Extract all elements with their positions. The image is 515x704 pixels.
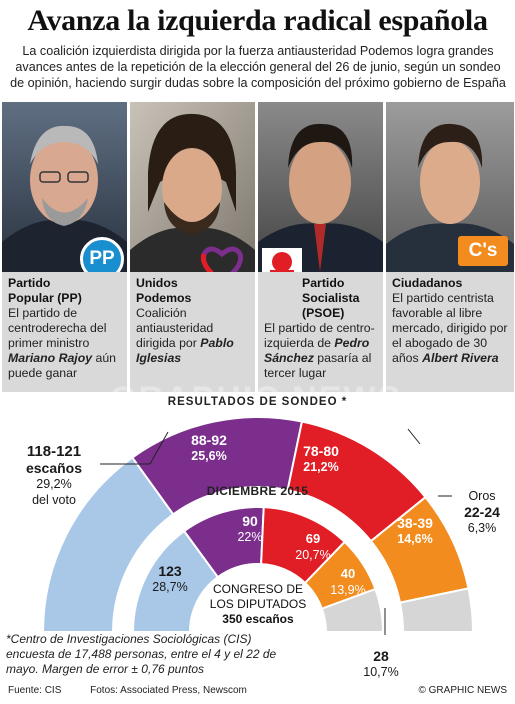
otros-seats: 22-24 xyxy=(464,504,500,520)
watermark: GRAPHIC NEWS xyxy=(110,380,403,418)
otros-word: Oros xyxy=(468,489,496,503)
party-panel-psoe: Partido Socialista (PSOE) El partido de … xyxy=(258,102,383,392)
party-panel-cs: C's Ciudadanos El partido centrista favo… xyxy=(386,102,514,392)
label-psoe-poll: 78-80 21,2% xyxy=(286,443,356,475)
results-title: RESULTADOS DE SONDEO * xyxy=(167,396,348,408)
dec-pod-seats: 69 xyxy=(305,531,321,546)
page-subtitle: La coalición izquierdista dirigida por l… xyxy=(10,44,506,90)
iglesias-photo xyxy=(130,102,255,272)
up-seats: 88-92 xyxy=(191,432,227,448)
label-pod-dec: 69 20,7% xyxy=(283,531,343,563)
congreso-seats: 350 escaños xyxy=(222,612,294,626)
label-pp-poll: 118-121 escaños 29,2% del voto xyxy=(6,444,102,508)
congreso-line1: CONGRESO DE xyxy=(212,582,303,596)
page-title: Avanza la izquierda radical española xyxy=(27,4,488,37)
otros-pct: 6,3% xyxy=(467,521,497,535)
cs-seats: 38-39 xyxy=(397,515,433,531)
cs-text: Ciudadanos El partido centrista favorabl… xyxy=(386,272,514,392)
label-cs-poll: 38-39 14,6% xyxy=(380,515,450,547)
seat-arcs-chart xyxy=(41,416,475,635)
leader-line-2 xyxy=(407,428,421,445)
leader-line-1 xyxy=(149,431,169,465)
psoe-text: Partido Socialista (PSOE) El partido de … xyxy=(258,272,383,392)
party-panels: PP Partido Popular (PP) El partido de ce… xyxy=(0,102,515,392)
dec-pod-pct: 20,7% xyxy=(295,548,331,562)
label-up-poll: 88-92 25,6% xyxy=(174,432,244,464)
arc-poll-otros xyxy=(398,587,475,633)
pp-name-line1: Partido xyxy=(8,276,51,290)
psoe-seats: 78-80 xyxy=(303,443,339,459)
photo-credit: Fotos: Associated Press, Newscom xyxy=(90,685,247,696)
label-pp-dec: 123 28,7% xyxy=(138,563,202,595)
psoe-name-line2: Socialista (PSOE) xyxy=(302,291,360,320)
label-psoe-dec: 90 22% xyxy=(222,513,278,545)
pp-vote: 29,2% xyxy=(36,477,72,491)
dec-otros-seats: 28 xyxy=(373,648,389,664)
cs-pct: 14,6% xyxy=(397,532,433,546)
pp-text: Partido Popular (PP) El partido de centr… xyxy=(2,272,127,392)
cs-description: El partido centrista favorable al libre … xyxy=(392,291,508,365)
congreso-label: CONGRESO DE LOS DIPUTADOS 350 escaños xyxy=(188,582,328,627)
dec-psoe-pct: 22% xyxy=(237,530,263,544)
party-panel-pp: PP Partido Popular (PP) El partido de ce… xyxy=(2,102,127,392)
podemos-name-line1: Unidos xyxy=(136,276,178,290)
up-pct: 25,6% xyxy=(191,449,227,463)
dec-pp-pct: 28,7% xyxy=(152,580,188,594)
podemos-description: Coalición antiausteridad dirigida por Pa… xyxy=(136,306,234,365)
dec-psoe-seats: 90 xyxy=(242,513,258,529)
label-otros-dec: 28 10,7% xyxy=(356,648,406,680)
december-title: DICIEMBRE 2015 xyxy=(206,484,309,498)
dec-pp-seats: 123 xyxy=(158,563,182,579)
psoe-name-line1: Partido xyxy=(302,276,345,290)
dec-cs-seats: 40 xyxy=(340,566,356,581)
psoe-pct: 21,2% xyxy=(303,460,339,474)
party-panel-podemos: Unidos Podemos Coalición antiausteridad … xyxy=(130,102,255,392)
rivera-photo xyxy=(386,102,514,272)
copyright: © GRAPHIC NEWS xyxy=(418,685,508,696)
pp-seats-word: escaños xyxy=(25,460,83,476)
arc-dec2015-otros xyxy=(320,587,385,633)
source-credit: Fuente: CIS xyxy=(8,685,62,696)
dec-cs-pct: 13,9% xyxy=(330,583,366,597)
pp-seats: 118-121 xyxy=(26,443,82,460)
pp-description: El partido de centroderecha del primer m… xyxy=(8,306,116,380)
pp-name-line2: Popular (PP) xyxy=(8,291,82,305)
podemos-text: Unidos Podemos Coalición antiausteridad … xyxy=(130,272,255,392)
label-cs-dec: 40 13,9% xyxy=(323,566,373,598)
label-otros-poll: Oros 22-24 6,3% xyxy=(452,488,512,536)
congreso-line2: LOS DIPUTADOS xyxy=(209,597,307,611)
dec-otros-pct: 10,7% xyxy=(363,665,399,679)
cs-logo: C's xyxy=(458,236,508,266)
psoe-description: El partido de centro-izquierda de Pedro … xyxy=(264,321,375,380)
footnote: *Centro de Investigaciones Sociológicas … xyxy=(6,632,277,676)
sanchez-photo xyxy=(258,102,383,272)
podemos-name-line2: Podemos xyxy=(136,291,192,305)
footer: Fuente: CIS Fotos: Associated Press, New… xyxy=(8,685,273,696)
pp-vote-word: del voto xyxy=(32,493,76,507)
cs-name-line1: Ciudadanos xyxy=(392,276,463,290)
